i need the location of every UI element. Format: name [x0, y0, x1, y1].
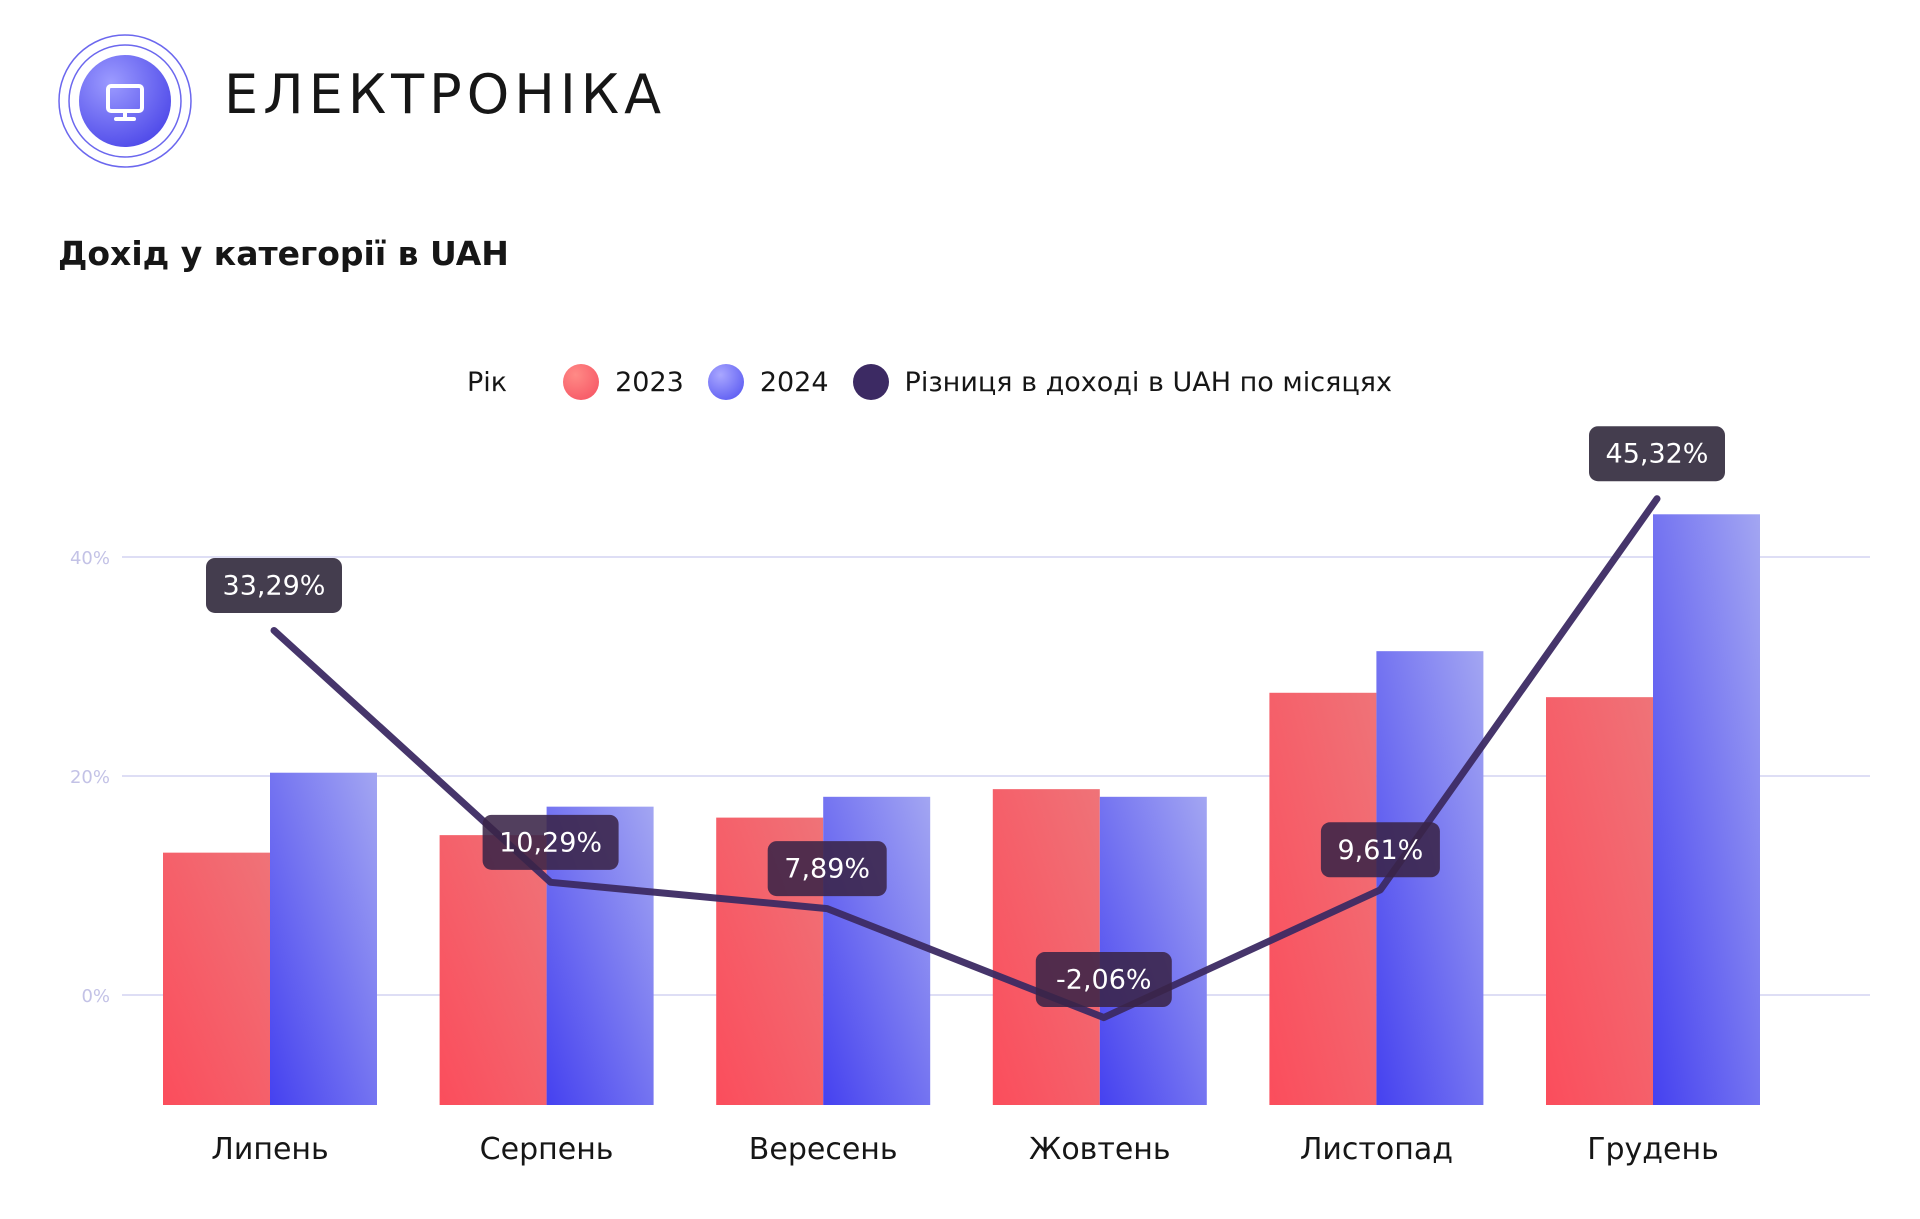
difference-label-text: 7,89% [784, 854, 870, 885]
y-tick-label: 20% [70, 767, 110, 788]
y-axis-ticks: 0% 20% 40% [70, 548, 110, 1007]
legend-item-difference: Різниця в доході в UAH по місяцях [852, 364, 1392, 400]
difference-label-box [206, 557, 342, 613]
bars [163, 514, 1760, 1105]
y-tick-label: 40% [70, 548, 110, 569]
difference-label-1: 33,29% [206, 557, 342, 613]
x-axis-labels: Липень Серпень Вересень Жовтень Листопад Груд… [211, 1132, 1719, 1167]
difference-label-3: 7,89% [767, 841, 887, 897]
x-axis-label: Липень [211, 1132, 328, 1167]
legend-item-2024: 2024 [707, 364, 829, 400]
x-axis-label: Листопад [1300, 1132, 1453, 1167]
monitor-icon [106, 84, 144, 121]
x-axis-label: Серпень [480, 1132, 614, 1167]
legend-title: Рік [467, 366, 508, 398]
difference-label-5: 9,61% [1320, 822, 1440, 878]
bar-2023-2 [439, 835, 547, 1105]
page-title: ЕЛЕКТРОНІКА [224, 63, 667, 126]
difference-labels: 33,29% 10,29% 7,89% -2,06% 9,61% 45,32% [206, 426, 1725, 1008]
legend-swatch-2024 [707, 364, 744, 400]
bar-2024-6 [1653, 514, 1760, 1105]
difference-label-4: -2,06% [1035, 952, 1172, 1008]
bar-2024-5 [1376, 651, 1484, 1105]
difference-label-6: 45,32% [1589, 426, 1725, 482]
difference-label-text: 45,32% [1606, 439, 1709, 470]
x-axis-label: Жовтень [1029, 1132, 1171, 1167]
difference-label-text: -2,06% [1056, 965, 1152, 996]
legend-label-difference: Різниця в доході в UAH по місяцях [904, 366, 1392, 398]
bar-2023-4 [992, 789, 1100, 1105]
difference-label-box [482, 814, 619, 870]
legend-label-2023: 2023 [615, 366, 684, 398]
y-tick-label: 0% [81, 986, 110, 1007]
legend-item-2023: 2023 [563, 364, 684, 400]
bar-2023-1 [163, 852, 270, 1105]
difference-label-text: 33,29% [223, 570, 326, 601]
bar-2024-4 [1099, 796, 1207, 1105]
difference-label-box [767, 841, 887, 897]
difference-label-text: 10,29% [499, 827, 602, 858]
difference-label-text: 9,61% [1338, 835, 1424, 866]
legend-label-2024: 2024 [759, 366, 829, 398]
category-logo [58, 34, 192, 168]
difference-label-box [1589, 426, 1725, 482]
bar-2023-6 [1546, 697, 1653, 1105]
difference-label-box [1320, 822, 1440, 878]
legend-swatch-difference [852, 364, 889, 400]
difference-label-box [1035, 952, 1172, 1008]
difference-label-2: 10,29% [482, 814, 619, 870]
x-axis-label: Вересень [749, 1132, 898, 1167]
chart-legend: Рік 2023 2024 Різниця в доході в UAH по … [467, 362, 1416, 402]
legend-swatch-2023 [563, 364, 600, 400]
x-axis-label: Грудень [1587, 1132, 1719, 1167]
bar-2024-1 [270, 772, 377, 1105]
chart-title: Дохід у категорії в UAH [58, 234, 509, 273]
